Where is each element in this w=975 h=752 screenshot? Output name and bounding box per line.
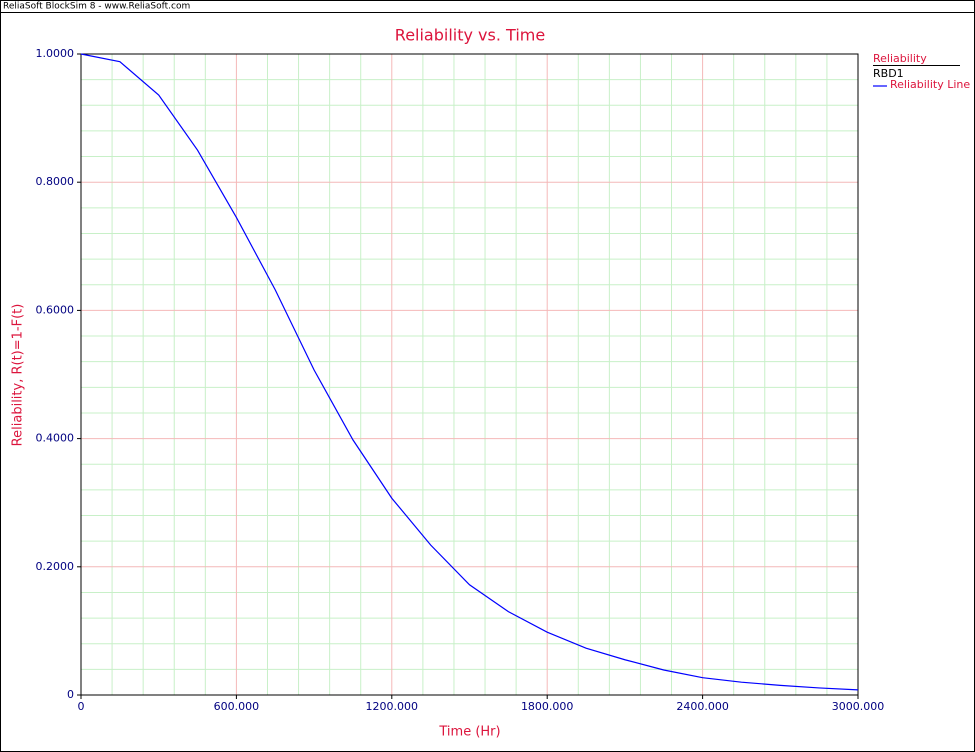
legend-group: RBD1 xyxy=(873,67,904,80)
x-tick-label: 1200.000 xyxy=(366,700,419,713)
legend-label: Reliability Line xyxy=(890,78,970,91)
line xyxy=(80,53,859,691)
x-tick-label: 600.000 xyxy=(214,700,260,713)
x-tick-label: 3000.000 xyxy=(832,700,885,713)
x-tick-label: 1800.000 xyxy=(521,700,574,713)
y-tick-label: 0.6000 xyxy=(36,303,75,316)
x-tick-label: 2400.000 xyxy=(676,700,729,713)
legend-title: Reliability xyxy=(873,52,927,65)
y-tick-label: 1.0000 xyxy=(36,47,75,60)
chart-title: Reliability vs. Time xyxy=(395,26,545,45)
x-axis-label: Time (Hr) xyxy=(438,725,500,740)
y-tick-label: 0.2000 xyxy=(36,560,75,573)
plot-border xyxy=(80,53,859,696)
y-tick-label: 0.4000 xyxy=(36,432,75,445)
y-tick-label: 0 xyxy=(67,688,74,701)
y-tick-label: 0.8000 xyxy=(36,175,75,188)
app-header: ReliaSoft BlockSim 8 - www.ReliaSoft.com xyxy=(3,2,190,12)
x-tick-label: 0 xyxy=(78,700,85,713)
y-axis-label: Reliability, R(t)=1-F(t) xyxy=(11,304,26,447)
